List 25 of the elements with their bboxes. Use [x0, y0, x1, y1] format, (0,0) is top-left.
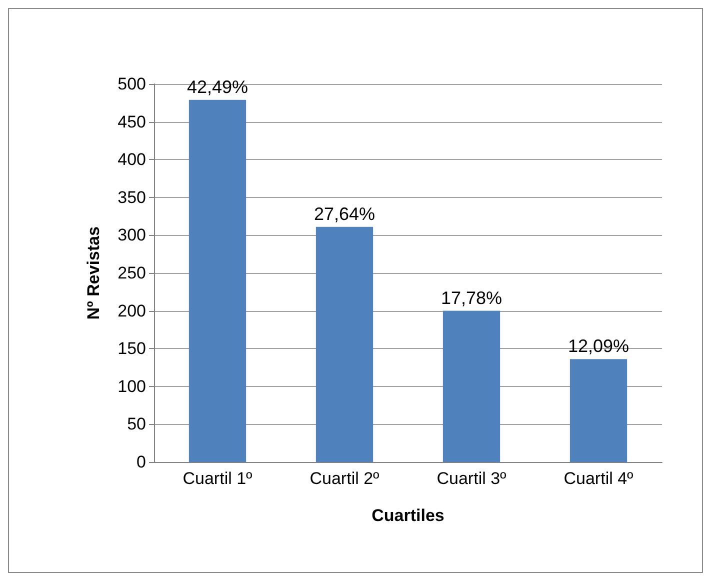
y-tick-label: 300 [118, 226, 146, 245]
y-tick-label: 250 [118, 264, 146, 282]
bar [316, 226, 374, 462]
x-tick-label: Cuartil 1º [182, 469, 252, 488]
y-tick-label: 100 [118, 376, 146, 396]
y-tick-label: 450 [118, 112, 146, 132]
y-tick-label: 400 [118, 150, 146, 170]
x-tick-label: Cuartil 2º [310, 469, 380, 488]
y-tick-label: 150 [118, 339, 146, 358]
annotation: 12,09% [568, 336, 630, 356]
y-tick-label: 200 [118, 301, 146, 320]
x-tick-label: Cuartil 3º [436, 469, 506, 488]
y-tick-label: 350 [118, 188, 146, 207]
y-tick-label: 50 [127, 414, 146, 434]
x-axis-title: Cuartiles [372, 506, 444, 525]
y-tick-label: 0 [136, 452, 146, 472]
annotation: 27,64% [314, 204, 376, 224]
bar [188, 100, 246, 462]
y-tick-label: 500 [118, 74, 146, 94]
x-tick-label: Cuartil 4º [564, 469, 634, 488]
bar [570, 359, 628, 462]
annotation: 17,78% [440, 288, 502, 308]
bar [442, 310, 500, 462]
annotation: 42,49% [186, 76, 248, 97]
y-axis-title: Nº Revistas [84, 226, 103, 320]
